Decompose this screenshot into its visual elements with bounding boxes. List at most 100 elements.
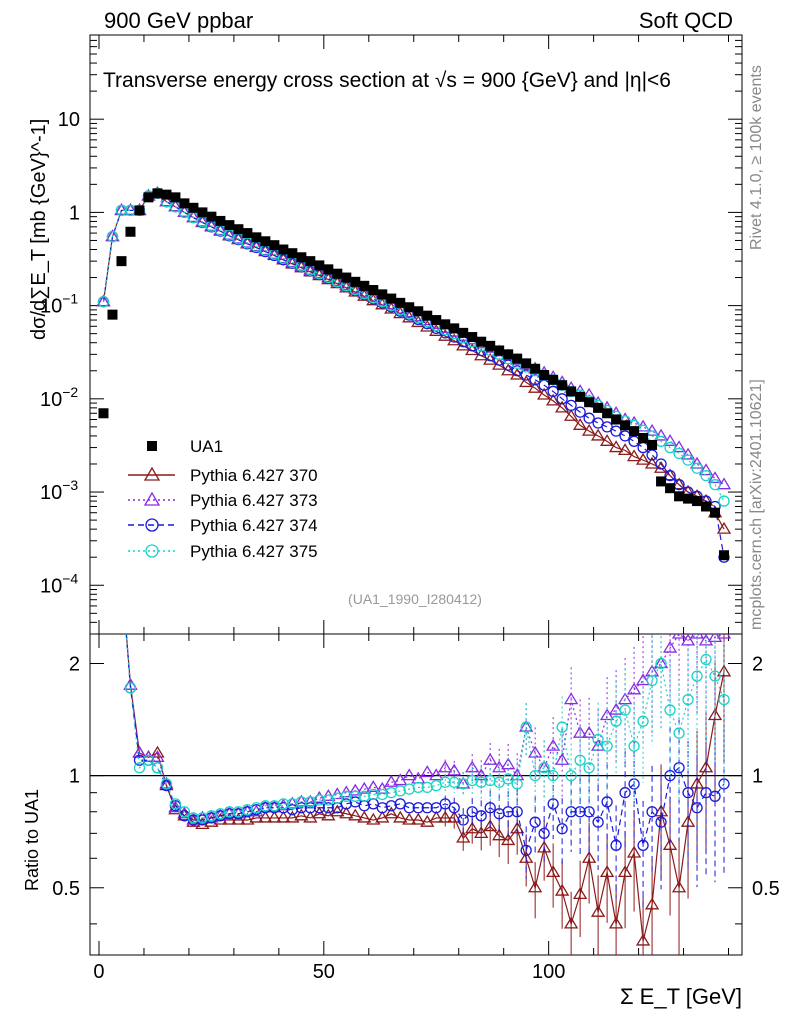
ratio-point	[610, 839, 622, 851]
ratio-point	[133, 754, 146, 766]
ratio-point	[116, 568, 126, 578]
ratio-point	[655, 816, 667, 828]
data-point	[593, 402, 604, 413]
ratio-point	[348, 783, 363, 796]
data-point	[449, 323, 460, 334]
data-point	[574, 406, 586, 418]
ratio-point	[572, 887, 588, 900]
ratio-point	[608, 916, 624, 929]
ratio-y-tick-label: 2	[69, 653, 80, 675]
ratio-point	[484, 774, 496, 787]
ratio-point	[682, 787, 694, 799]
data-point	[673, 447, 685, 460]
ratio-y-tick-label-right: 1	[752, 766, 763, 788]
data-point	[520, 369, 532, 381]
legend-marker	[143, 466, 161, 481]
ratio-point	[502, 806, 514, 818]
data-point	[653, 428, 669, 441]
data-point	[662, 434, 678, 446]
data-point	[115, 204, 128, 217]
data-point	[404, 302, 415, 313]
ratio-point	[160, 778, 173, 790]
data-point	[314, 260, 325, 271]
legend-label: Pythia 6.427 375	[190, 542, 318, 561]
data-point	[350, 276, 361, 287]
data-point	[682, 454, 694, 466]
ratio-point	[258, 800, 273, 813]
ratio-point	[348, 808, 363, 821]
ratio-point	[563, 916, 579, 929]
ratio-point	[366, 812, 381, 825]
data-point	[161, 189, 172, 200]
ratio-point	[277, 798, 290, 810]
ratio-point	[475, 810, 487, 822]
ratio-point	[545, 738, 561, 751]
data-point	[700, 469, 712, 482]
ratio-point	[483, 819, 498, 832]
ratio-point	[538, 827, 550, 839]
ratio-point	[610, 715, 622, 727]
ratio-point	[528, 745, 543, 758]
ratio-point	[563, 692, 579, 705]
ratio-point	[510, 768, 525, 781]
ratio-point	[358, 800, 370, 812]
data-point	[683, 493, 694, 504]
data-point	[707, 471, 723, 484]
data-point	[375, 293, 390, 306]
ratio-point	[124, 682, 137, 694]
data-point	[125, 226, 136, 237]
data-point	[539, 370, 550, 381]
ratio-y-tick-label: 0.5	[52, 878, 80, 900]
data-point	[152, 188, 163, 199]
header-left: 900 GeV ppbar	[104, 8, 253, 33]
ratio-point	[150, 750, 165, 762]
x-tick-label: 50	[313, 961, 335, 983]
data-point	[422, 310, 433, 321]
ratio-point	[457, 814, 469, 826]
data-point	[168, 199, 183, 212]
ratio-point	[565, 806, 577, 818]
data-point	[269, 240, 280, 251]
ratio-point	[709, 670, 721, 682]
ratio-line	[125, 634, 725, 819]
data-point	[719, 550, 730, 561]
data-point	[617, 443, 633, 456]
rivet-label: Rivet 4.1.0, ≥ 100k events	[748, 65, 765, 250]
data-point	[116, 256, 127, 267]
data-point	[440, 319, 451, 330]
ratio-point	[583, 806, 595, 818]
ratio-point	[142, 754, 155, 766]
ratio-point	[545, 865, 561, 878]
ratio-point	[626, 682, 642, 695]
data-point	[195, 214, 210, 227]
legend-entry: Pythia 6.427 374	[128, 516, 318, 535]
main-frame	[89, 34, 743, 635]
ratio-point	[178, 806, 191, 818]
data-point	[528, 380, 543, 393]
ratio-point	[429, 768, 444, 781]
data-point	[231, 231, 246, 244]
ratio-point	[466, 806, 478, 818]
ratio-point	[412, 802, 424, 814]
data-point	[287, 248, 298, 259]
data-point	[377, 289, 388, 300]
data-point	[215, 215, 226, 226]
ratio-point	[529, 816, 541, 828]
data-point	[260, 236, 271, 247]
ratio-point	[538, 762, 550, 774]
ratio-point	[420, 765, 435, 778]
data-point	[680, 447, 696, 460]
y-tick-label: 10−3	[40, 477, 78, 504]
data-point	[610, 425, 622, 437]
ratio-point	[133, 762, 146, 774]
ratio-point	[475, 776, 487, 788]
ratio-point	[671, 880, 687, 893]
ratio-point	[484, 802, 496, 814]
ratio-point	[447, 810, 462, 823]
data-point	[384, 297, 399, 310]
main-series-group	[96, 186, 732, 563]
legend-marker	[143, 491, 161, 506]
ratio-point	[511, 778, 523, 790]
ratio-point	[554, 883, 570, 896]
ratio-point	[583, 762, 595, 774]
